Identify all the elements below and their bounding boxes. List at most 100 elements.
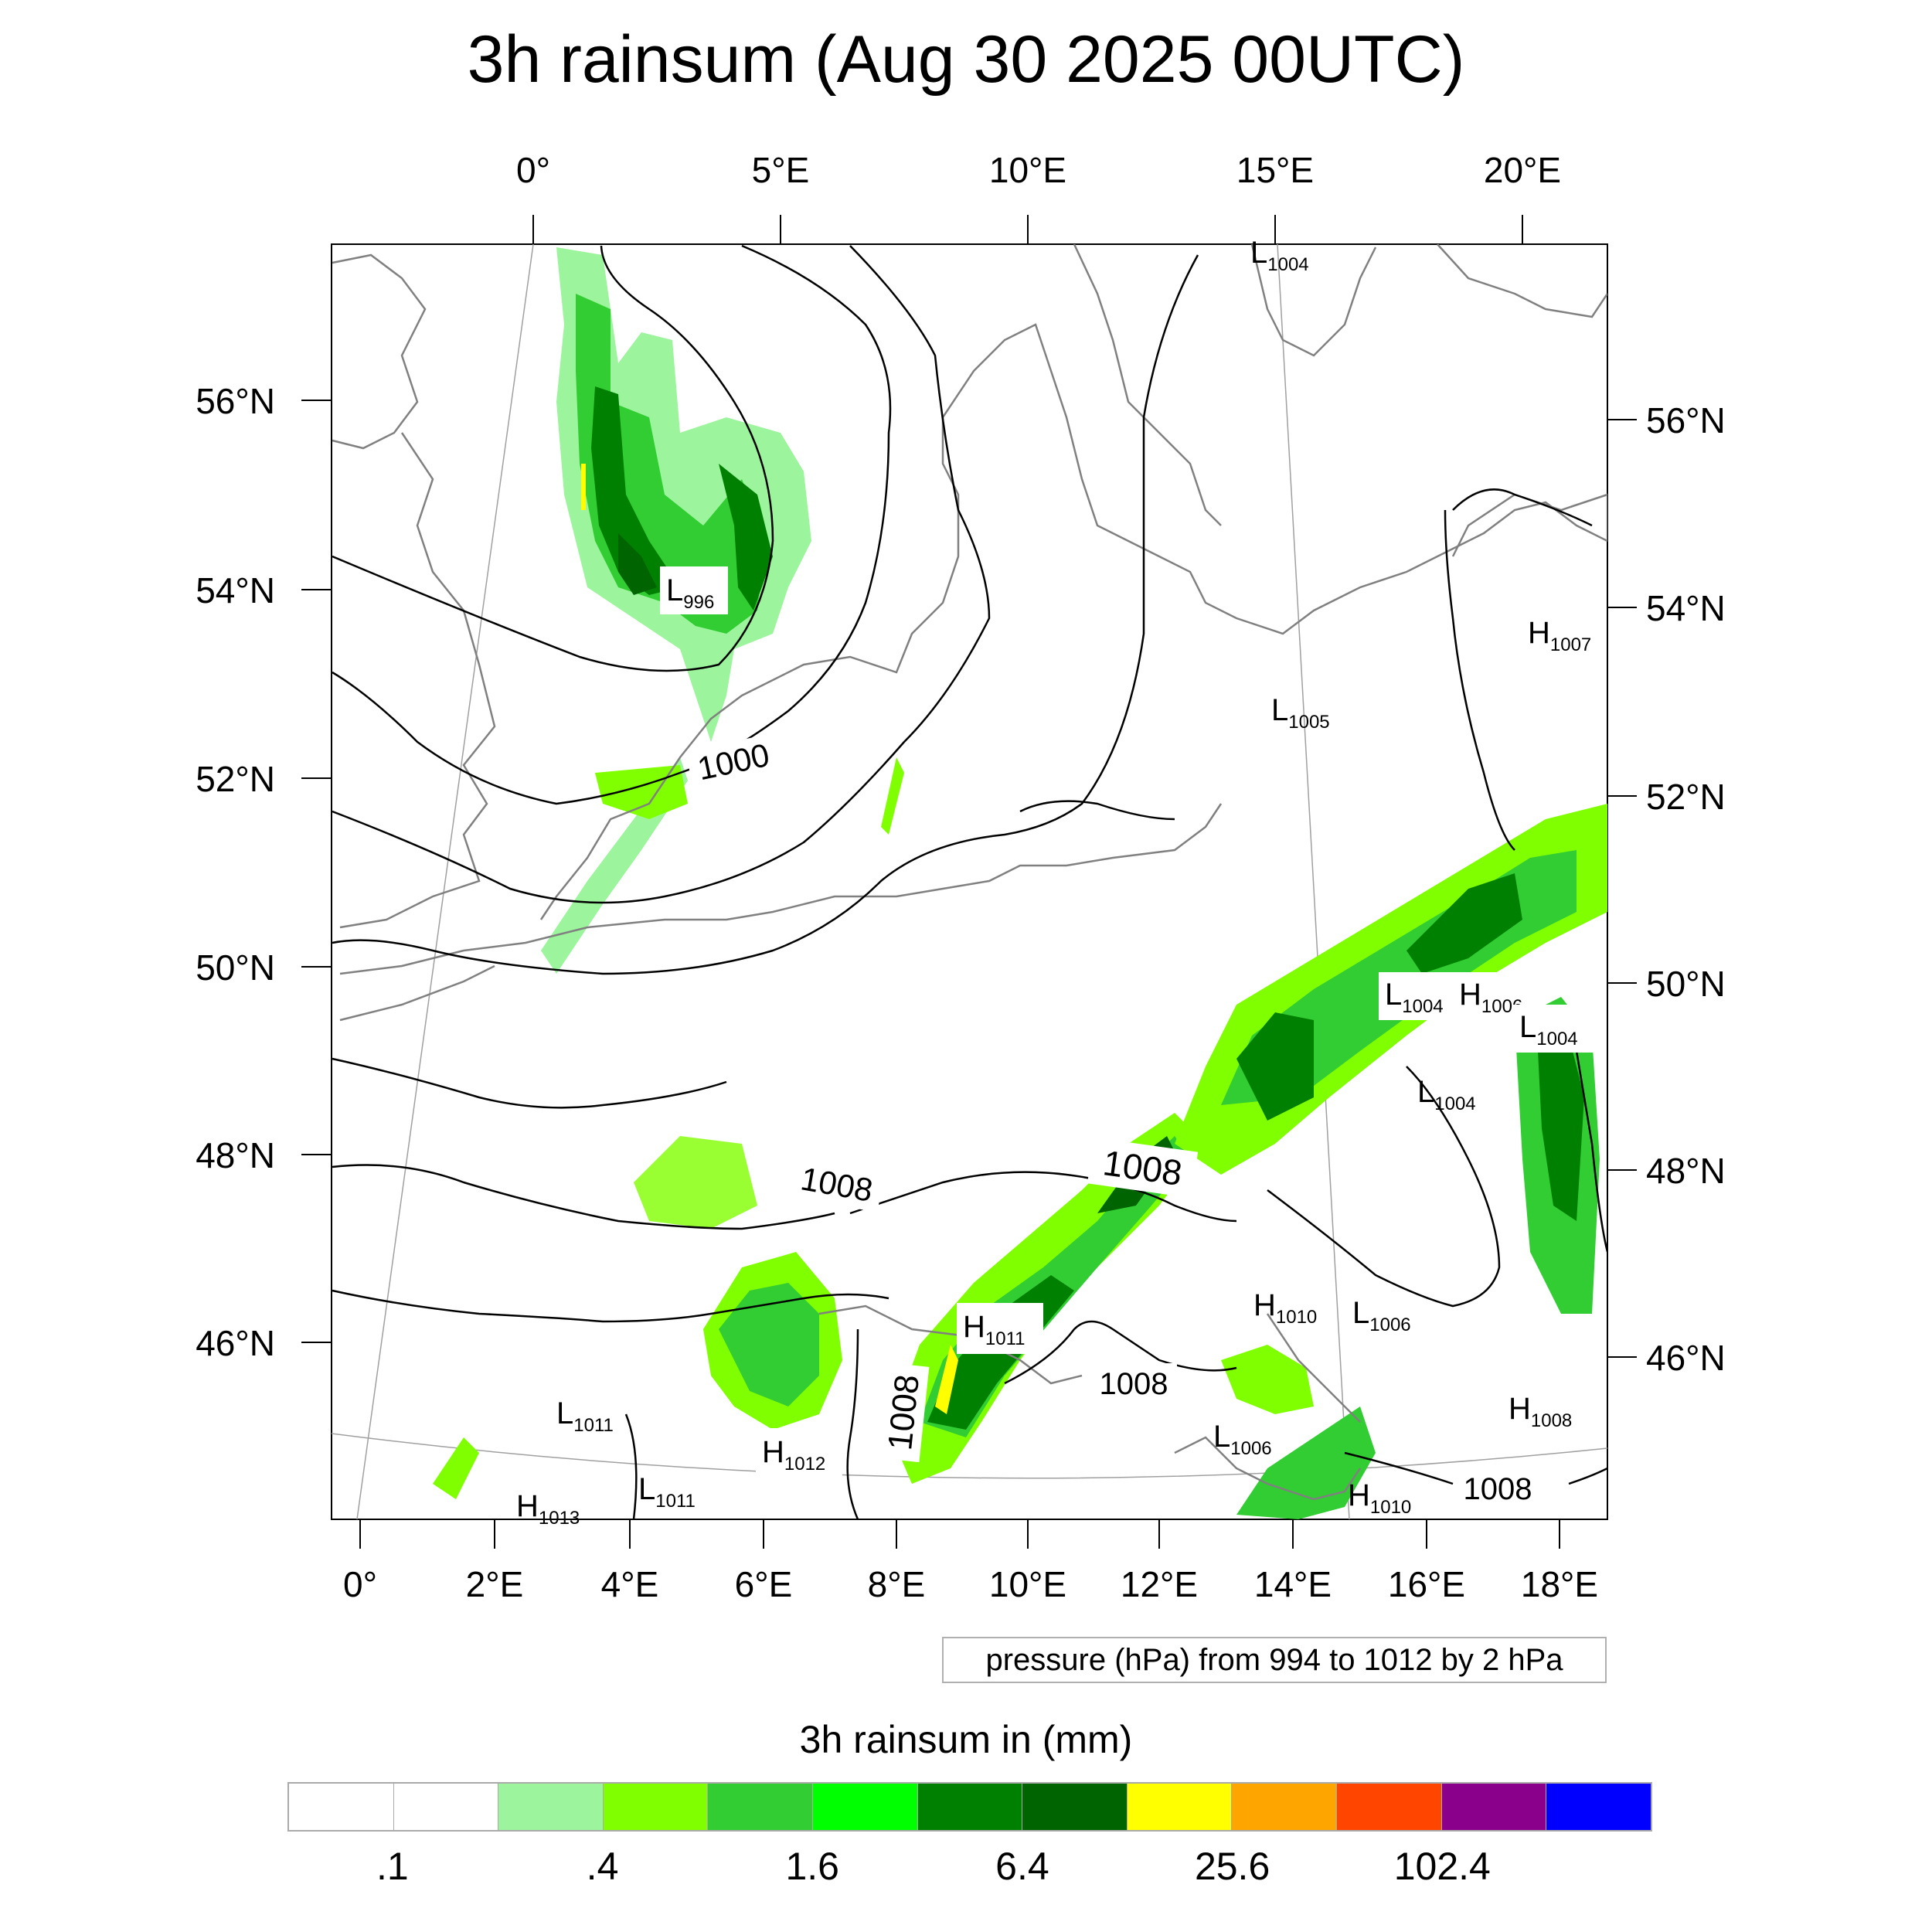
center-value: 1004: [1536, 1029, 1577, 1049]
colorbar-box: [708, 1784, 814, 1830]
svg-text:L1011: L1011: [556, 1396, 614, 1436]
center-type: L: [556, 1396, 573, 1430]
colorbar-label: 25.6: [1194, 1845, 1270, 1888]
center-value: 1008: [1531, 1410, 1572, 1431]
bottom-lon-label: 16°E: [1388, 1564, 1465, 1604]
center-value: 1007: [1550, 634, 1591, 655]
center-type: H: [963, 1310, 985, 1344]
left-lat-label: 56°N: [196, 381, 275, 421]
right-lat-label: 56°N: [1646, 400, 1726, 440]
contour-info-box: pressure (hPa) from 994 to 1012 by 2 hPa: [942, 1637, 1607, 1683]
contour-label: 1008: [1464, 1472, 1532, 1506]
top-lon-label: 0°: [516, 150, 550, 190]
svg-text:L1004: L1004: [1519, 1010, 1578, 1049]
center-type: H: [516, 1489, 539, 1523]
center-type: L: [1271, 693, 1288, 727]
center-value: 1006: [1230, 1438, 1271, 1459]
center-value: 1012: [784, 1454, 825, 1475]
colorbar-box: [603, 1784, 709, 1830]
center-type: H: [1509, 1392, 1531, 1426]
colorbar-label: 6.4: [995, 1845, 1049, 1888]
bottom-lon-label: 2°E: [466, 1564, 524, 1604]
colorbar-box: [813, 1784, 918, 1830]
svg-text:L1006: L1006: [1352, 1296, 1411, 1335]
svg-text:L1004: L1004: [1417, 1075, 1476, 1114]
svg-text:L1005: L1005: [1271, 693, 1330, 733]
colorbar-label: .1: [376, 1845, 409, 1888]
right-lat-label: 50°N: [1646, 964, 1726, 1004]
isobars: [332, 244, 1607, 1519]
colorbar-title: 3h rainsum in (mm): [799, 1718, 1133, 1761]
center-value: 1005: [1288, 712, 1329, 733]
center-type: H: [762, 1435, 784, 1469]
left-lat-label: 54°N: [196, 570, 275, 611]
contour-label: 1008: [1100, 1367, 1168, 1401]
svg-text:H1010: H1010: [1253, 1288, 1317, 1328]
bottom-lon-label: 14°E: [1254, 1564, 1332, 1604]
center-type: L: [1250, 236, 1267, 270]
svg-text:H1012: H1012: [762, 1435, 825, 1475]
center-type: L: [666, 573, 683, 607]
colorbar-box: [1337, 1784, 1442, 1830]
bottom-lon-label: 6°E: [735, 1564, 793, 1604]
ticks: [301, 215, 1637, 1549]
svg-text:L996: L996: [666, 573, 714, 613]
svg-text:H1010: H1010: [1348, 1478, 1411, 1518]
center-type: H: [1459, 978, 1481, 1012]
svg-text:H1013: H1013: [516, 1489, 580, 1529]
colorbar-box: [917, 1784, 1023, 1830]
colorbar-label: 102.4: [1393, 1845, 1491, 1888]
svg-text:L1004: L1004: [1385, 978, 1444, 1017]
bottom-lon-label: 18°E: [1521, 1564, 1598, 1604]
center-type: H: [1528, 616, 1550, 650]
center-value: 1010: [1370, 1497, 1411, 1518]
center-type: L: [1352, 1296, 1369, 1330]
svg-text:H1007: H1007: [1528, 616, 1591, 655]
map-title: 3h rainsum (Aug 30 2025 00UTC): [467, 22, 1465, 97]
center-type: L: [1213, 1420, 1230, 1454]
center-type: H: [1348, 1478, 1370, 1512]
right-lat-label: 54°N: [1646, 588, 1726, 628]
bottom-lon-label: 12°E: [1121, 1564, 1198, 1604]
graticule: [332, 244, 1607, 1519]
colorbar-label: 1.6: [785, 1845, 839, 1888]
colorbar-box: [498, 1784, 604, 1830]
colorbar-box: [1441, 1784, 1547, 1830]
center-type: H: [1253, 1288, 1276, 1322]
colorbar: [287, 1782, 1652, 1832]
center-type: L: [1385, 978, 1402, 1012]
right-lat-label: 52°N: [1646, 777, 1726, 817]
colorbar-box: [393, 1784, 499, 1830]
svg-text:H1008: H1008: [1509, 1392, 1572, 1431]
center-value: 1004: [1402, 996, 1443, 1017]
center-value: 1004: [1434, 1094, 1475, 1114]
svg-text:L1006: L1006: [1213, 1420, 1272, 1459]
center-value: 1011: [985, 1328, 1026, 1349]
colorbar-label: .4: [586, 1845, 619, 1888]
bottom-lon-label: 0°: [343, 1564, 377, 1604]
top-lon-label: 5°E: [752, 150, 810, 190]
center-value: 996: [683, 592, 714, 613]
bottom-lon-label: 10°E: [989, 1564, 1066, 1604]
svg-text:H1011: H1011: [963, 1310, 1026, 1349]
top-lon-label: 20°E: [1484, 150, 1561, 190]
bottom-lon-label: 4°E: [601, 1564, 659, 1604]
top-lon-label: 10°E: [989, 150, 1066, 190]
center-value: 1011: [573, 1415, 614, 1436]
left-lat-label: 46°N: [196, 1323, 275, 1363]
colorbar-box: [289, 1784, 394, 1830]
center-value: 1010: [1276, 1307, 1317, 1328]
right-lat-label: 48°N: [1646, 1151, 1726, 1191]
svg-text:L1011: L1011: [638, 1472, 696, 1512]
center-type: L: [638, 1472, 655, 1506]
center-value: 1006: [1369, 1315, 1410, 1335]
left-lat-label: 52°N: [196, 759, 275, 799]
bottom-lon-label: 8°E: [868, 1564, 926, 1604]
contour-labels: 1000 1008 1008 1008 1008 1008: [685, 733, 1541, 1507]
left-lat-label: 50°N: [196, 947, 275, 988]
colorbar-box: [1127, 1784, 1233, 1830]
center-type: L: [1417, 1075, 1434, 1109]
center-value: 1013: [539, 1508, 580, 1529]
svg-text:L1004: L1004: [1250, 236, 1309, 275]
